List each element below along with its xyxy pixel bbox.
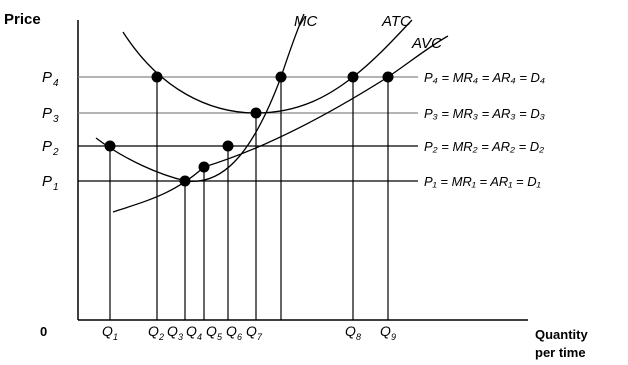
price-label-p2: P 2 (42, 138, 59, 158)
q-label-sub: 5 (217, 332, 223, 342)
point-q3-p1 (179, 175, 191, 187)
point-q5-p2 (222, 140, 234, 152)
point-q1-p2 (104, 140, 116, 152)
point-q6-p3 (250, 107, 262, 119)
q-label-base: Q (226, 323, 237, 339)
mc-label: MC (294, 13, 317, 30)
price-label-sub: 1 (53, 182, 59, 193)
atc-curve (122, 19, 413, 114)
point-q9-p4 (382, 71, 394, 83)
price-label-base: P (42, 105, 52, 122)
price-label-base: P (42, 138, 52, 155)
demand-label-1: P₁ = MR₁ = AR₁ = D₁ (424, 174, 541, 189)
x-axis-title-line2: per time (535, 345, 586, 360)
q-label-sub: 1 (113, 332, 118, 342)
q-label-sub: 3 (178, 332, 183, 342)
avc-curve (112, 35, 449, 213)
point-q8-p4 (347, 71, 359, 83)
price-label-p4: P 4 (42, 69, 59, 89)
point-q2-p4 (151, 71, 163, 83)
atc-label: ATC (381, 13, 411, 30)
price-label-p3: P 3 (42, 105, 59, 125)
mc-curve (95, 13, 305, 183)
q-label-base: Q (186, 323, 197, 339)
q-label-base: Q (380, 323, 391, 339)
q-label-sub: 7 (257, 332, 263, 342)
q-label-base: Q (167, 323, 178, 339)
q-label-sub: 2 (158, 332, 164, 342)
demand-label-3: P₃ = MR₃ = AR₃ = D₃ (424, 106, 545, 121)
q-label-base: Q (148, 323, 159, 339)
q-label-sub: 4 (197, 332, 202, 342)
price-label-p1: P 1 (42, 173, 59, 193)
x-axis-title-line1: Quantity (535, 327, 588, 342)
q-label-base: Q (206, 323, 217, 339)
q-label-base: Q (102, 323, 113, 339)
price-label-sub: 2 (52, 147, 59, 158)
price-label-base: P (42, 69, 52, 86)
avc-label: AVC (411, 35, 442, 52)
point-q4-min-avc (198, 161, 210, 173)
q-label-sub: 6 (237, 332, 242, 342)
y-axis-title: Price (4, 11, 41, 28)
price-label-sub: 3 (53, 114, 59, 125)
q-label-sub: 9 (391, 332, 396, 342)
origin-label: 0 (40, 324, 47, 339)
q-label-sub: 8 (356, 332, 361, 342)
q-label-base: Q (345, 323, 356, 339)
q-label-base: Q (246, 323, 257, 339)
demand-label-2: P₂ = MR₂ = AR₂ = D₂ (424, 139, 544, 154)
price-label-sub: 4 (53, 78, 59, 89)
price-label-base: P (42, 173, 52, 190)
point-q7-p4 (275, 71, 287, 83)
demand-label-4: P₄ = MR₄ = AR₄ = D₄ (424, 70, 545, 85)
